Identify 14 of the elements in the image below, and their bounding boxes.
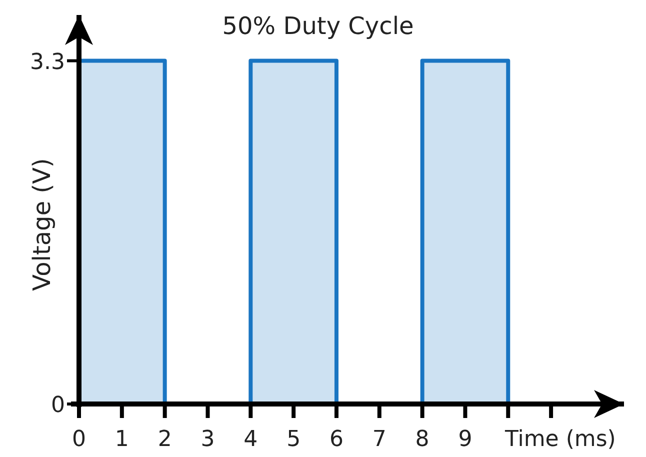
x-tick-label: 7 [372, 427, 386, 452]
chart-title: 50% Duty Cycle [222, 12, 414, 40]
x-tick-label: 6 [329, 427, 344, 452]
x-tick-label: 3 [200, 427, 215, 452]
x-tick-label: 9 [458, 427, 472, 452]
y-axis-title: Voltage (V) [28, 158, 56, 291]
x-tick-label: 2 [158, 427, 172, 452]
x-tick-label: 5 [286, 427, 301, 452]
x-tick-label: 1 [114, 427, 129, 452]
y-tick-label: 3.3 [30, 50, 65, 75]
x-axis-title: Time (ms) [504, 427, 616, 452]
x-tick-label: 8 [415, 427, 430, 452]
x-tick-label: 4 [244, 427, 258, 452]
x-tick-label: 0 [72, 427, 86, 452]
